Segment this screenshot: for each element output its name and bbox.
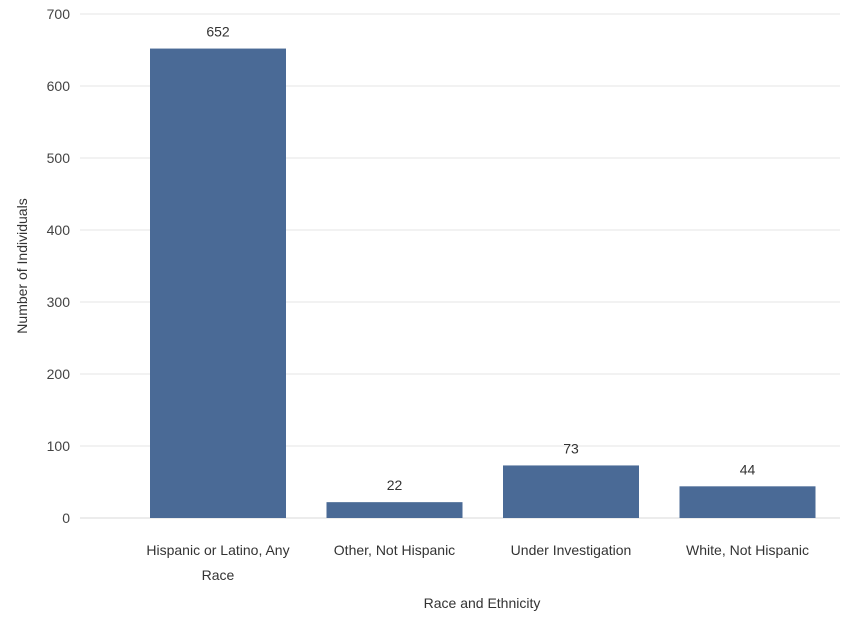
- x-axis-categories: Hispanic or Latino, Any Race Other, Not Hi…: [146, 542, 809, 583]
- y-axis-ticks: 0 100 200 300 400 500 600 700: [47, 6, 71, 526]
- y-tick-label: 700: [47, 6, 71, 22]
- x-category-label: Other, Not Hispanic: [334, 542, 455, 558]
- bar: [326, 502, 463, 518]
- x-category-label: Hispanic or Latino, Any Race: [146, 542, 289, 583]
- bar: [150, 48, 286, 519]
- bar: [679, 486, 816, 518]
- y-tick-label: 200: [47, 366, 71, 382]
- x-category-label: White, Not Hispanic: [686, 542, 809, 558]
- data-label: 22: [387, 477, 403, 493]
- data-label: 44: [740, 461, 756, 477]
- bar: [503, 465, 639, 518]
- x-axis-title: Race and Ethnicity: [424, 595, 541, 611]
- bars: [150, 48, 816, 519]
- y-tick-label: 100: [47, 438, 71, 454]
- y-tick-label: 600: [47, 78, 71, 94]
- y-tick-label: 500: [47, 150, 71, 166]
- data-label: 652: [206, 24, 230, 40]
- y-tick-label: 400: [47, 222, 71, 238]
- y-tick-label: 300: [47, 294, 71, 310]
- x-category-label: Under Investigation: [511, 542, 632, 558]
- y-tick-label: 0: [62, 510, 70, 526]
- data-labels: 652 22 73 44: [206, 24, 755, 494]
- y-axis-title: Number of Individuals: [14, 198, 30, 333]
- data-label: 73: [563, 440, 579, 456]
